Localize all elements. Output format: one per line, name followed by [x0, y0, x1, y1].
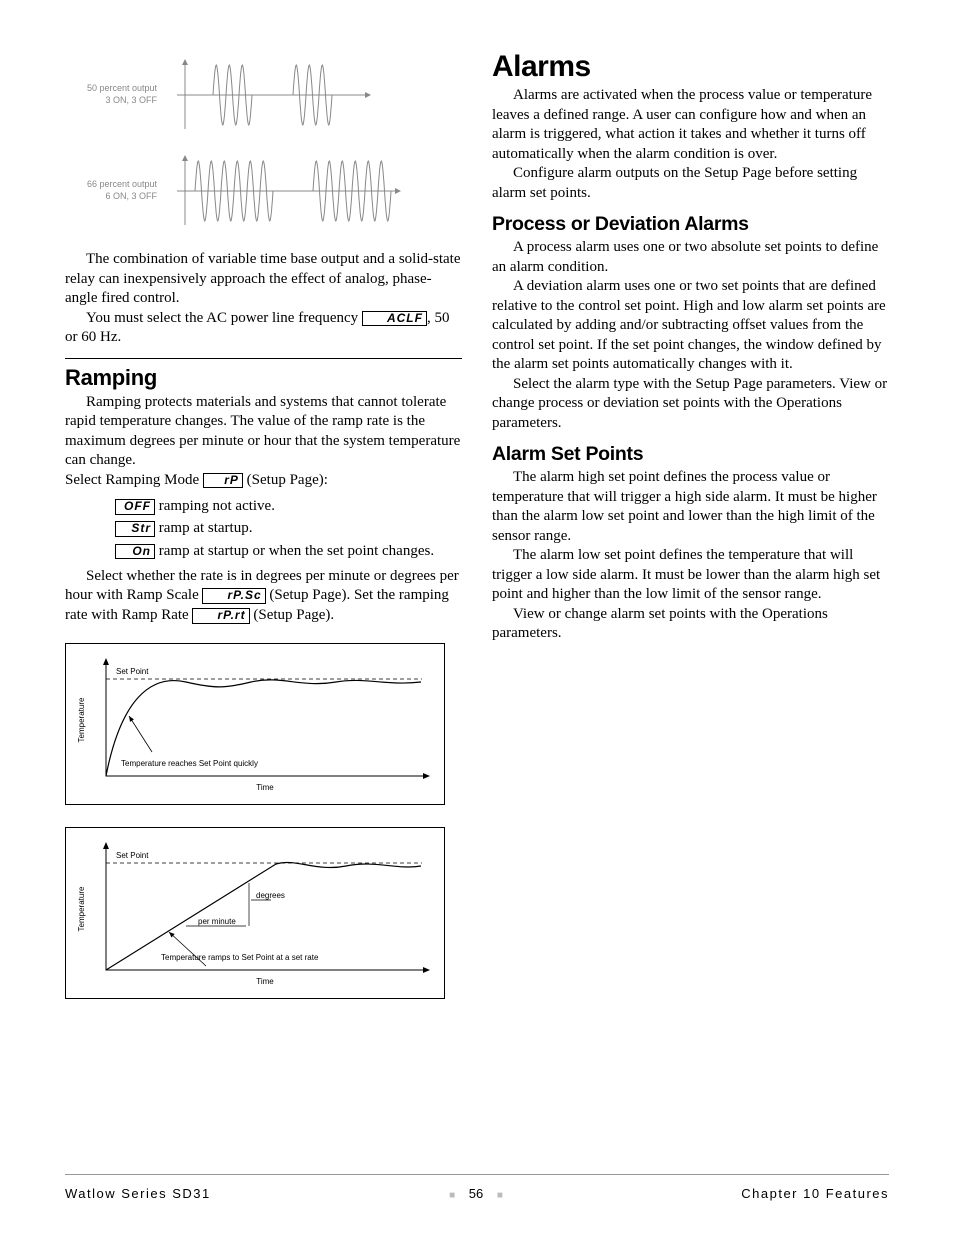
- svg-text:degrees: degrees: [256, 891, 285, 900]
- waveform-block: 50 percent output 3 ON, 3 OFF 66 percent…: [65, 54, 462, 232]
- footer-left: Watlow Series SD31: [65, 1186, 211, 1201]
- svg-text:Temperature ramps to Set Point: Temperature ramps to Set Point at a set …: [161, 953, 319, 962]
- right-column: Alarms Alarms are activated when the pro…: [492, 50, 889, 1120]
- ramping-options: OFF ramping not active.Str ramp at start…: [115, 496, 462, 561]
- left-column: 50 percent output 3 ON, 3 OFF 66 percent…: [65, 50, 462, 1120]
- svg-text:per minute: per minute: [198, 917, 236, 926]
- ramping-heading: Ramping: [65, 365, 462, 391]
- footer-rule: [65, 1174, 889, 1175]
- alarms-heading: Alarms: [492, 50, 889, 84]
- footer-page: ■ 56 ■: [439, 1186, 513, 1201]
- page-footer: Watlow Series SD31 ■ 56 ■ Chapter 10 Fea…: [65, 1186, 889, 1201]
- ramp-chart-fast: Set Point Temperature Time Temperature reac…: [65, 643, 445, 805]
- footer-square-icon: ■: [487, 1190, 513, 1201]
- ramping-option: Str ramp at startup.: [115, 518, 462, 538]
- waveform-66pct-svg: [165, 151, 405, 231]
- proc-dev-heading: Process or Deviation Alarms: [492, 213, 889, 236]
- ramping-rate-para: Select whether the rate is in degrees pe…: [65, 567, 462, 626]
- footer-right: Chapter 10 Features: [741, 1186, 889, 1201]
- asp-p1: The alarm high set point defines the pro…: [492, 468, 889, 546]
- svg-text:Temperature: Temperature: [77, 697, 86, 742]
- waveform-50pct-svg: [165, 55, 375, 135]
- seg-display: Str: [115, 521, 155, 537]
- svg-text:Temperature reaches Set Point: Temperature reaches Set Point quickly: [121, 759, 258, 768]
- seg-rp: rP: [203, 473, 243, 489]
- alarms-p2: Configure alarm outputs on the Setup Pag…: [492, 164, 889, 203]
- vtb-para: The combination of variable time base ou…: [65, 250, 462, 309]
- ramping-option: OFF ramping not active.: [115, 496, 462, 516]
- seg-rpsc: rP.Sc: [202, 588, 265, 604]
- svg-text:Set Point: Set Point: [116, 851, 149, 860]
- waveform-50pct-label: 50 percent output 3 ON, 3 OFF: [65, 83, 165, 106]
- svg-text:Temperature: Temperature: [77, 886, 86, 931]
- svg-text:Set Point: Set Point: [116, 667, 149, 676]
- ramp-chart-rate: Set Point Temperature Time Temperature ramp…: [65, 827, 445, 999]
- waveform-66pct-label: 66 percent output 6 ON, 3 OFF: [65, 179, 165, 202]
- seg-display: OFF: [115, 499, 155, 515]
- ramping-select-line: Select Ramping Mode rP (Setup Page):: [65, 471, 462, 491]
- alarm-sp-heading: Alarm Set Points: [492, 443, 889, 466]
- svg-text:Time: Time: [256, 783, 274, 792]
- seg-display: On: [115, 544, 155, 560]
- aclf-para: You must select the AC power line freque…: [65, 309, 462, 348]
- asp-p3: View or change alarm set points with the…: [492, 605, 889, 644]
- alarms-p1: Alarms are activated when the process va…: [492, 86, 889, 164]
- seg-rprt: rP.rt: [192, 608, 249, 624]
- proc-p2: A deviation alarm uses one or two set po…: [492, 277, 889, 375]
- seg-aclf: ACLF: [362, 311, 427, 327]
- waveform-66pct: 66 percent output 6 ON, 3 OFF: [65, 150, 462, 232]
- section-rule: [65, 358, 462, 359]
- svg-text:Time: Time: [256, 977, 274, 986]
- asp-p2: The alarm low set point defines the temp…: [492, 546, 889, 605]
- footer-square-icon: ■: [439, 1190, 465, 1201]
- ramping-option: On ramp at startup or when the set point…: [115, 541, 462, 561]
- proc-p1: A process alarm uses one or two absolute…: [492, 238, 889, 277]
- ramping-intro: Ramping protects materials and systems t…: [65, 393, 462, 471]
- waveform-50pct: 50 percent output 3 ON, 3 OFF: [65, 54, 462, 136]
- proc-p3: Select the alarm type with the Setup Pag…: [492, 375, 889, 434]
